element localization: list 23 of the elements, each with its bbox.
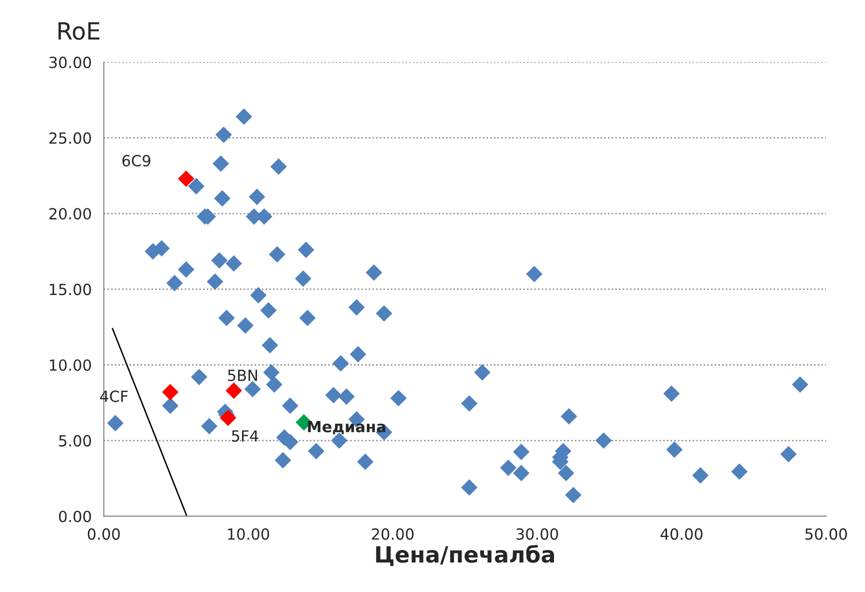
x-tick-label: 10.00	[228, 528, 270, 540]
x-tick-label: 50.00	[805, 528, 847, 540]
point	[220, 410, 236, 426]
annotation: 5BN	[228, 370, 257, 382]
point	[226, 382, 242, 399]
y-tick-label: 5.00	[59, 435, 91, 447]
annotation: 6C9	[122, 154, 150, 166]
y-tick-label: 15.00	[50, 284, 91, 296]
y-tick-label: 10.00	[50, 359, 91, 371]
y-axis-title: RoE	[58, 22, 100, 40]
y-tick-label: 0.00	[58, 510, 91, 522]
annotation: 4CF	[100, 390, 128, 402]
point	[178, 170, 194, 187]
x-tick-label: 20.00	[372, 528, 414, 540]
x-tick-label: 30.00	[516, 528, 558, 540]
x-axis-title: Цена/печалба	[376, 544, 554, 566]
x-tick-label: 40.00	[660, 528, 702, 540]
x-tick-label: 0.00	[88, 528, 120, 540]
annotation: 5F4	[232, 430, 258, 442]
y-tick-label: 25.00	[49, 132, 91, 144]
y-tick-label: 20.00	[49, 208, 91, 220]
point	[162, 384, 178, 400]
y-tick-label: 30.00	[49, 56, 91, 68]
